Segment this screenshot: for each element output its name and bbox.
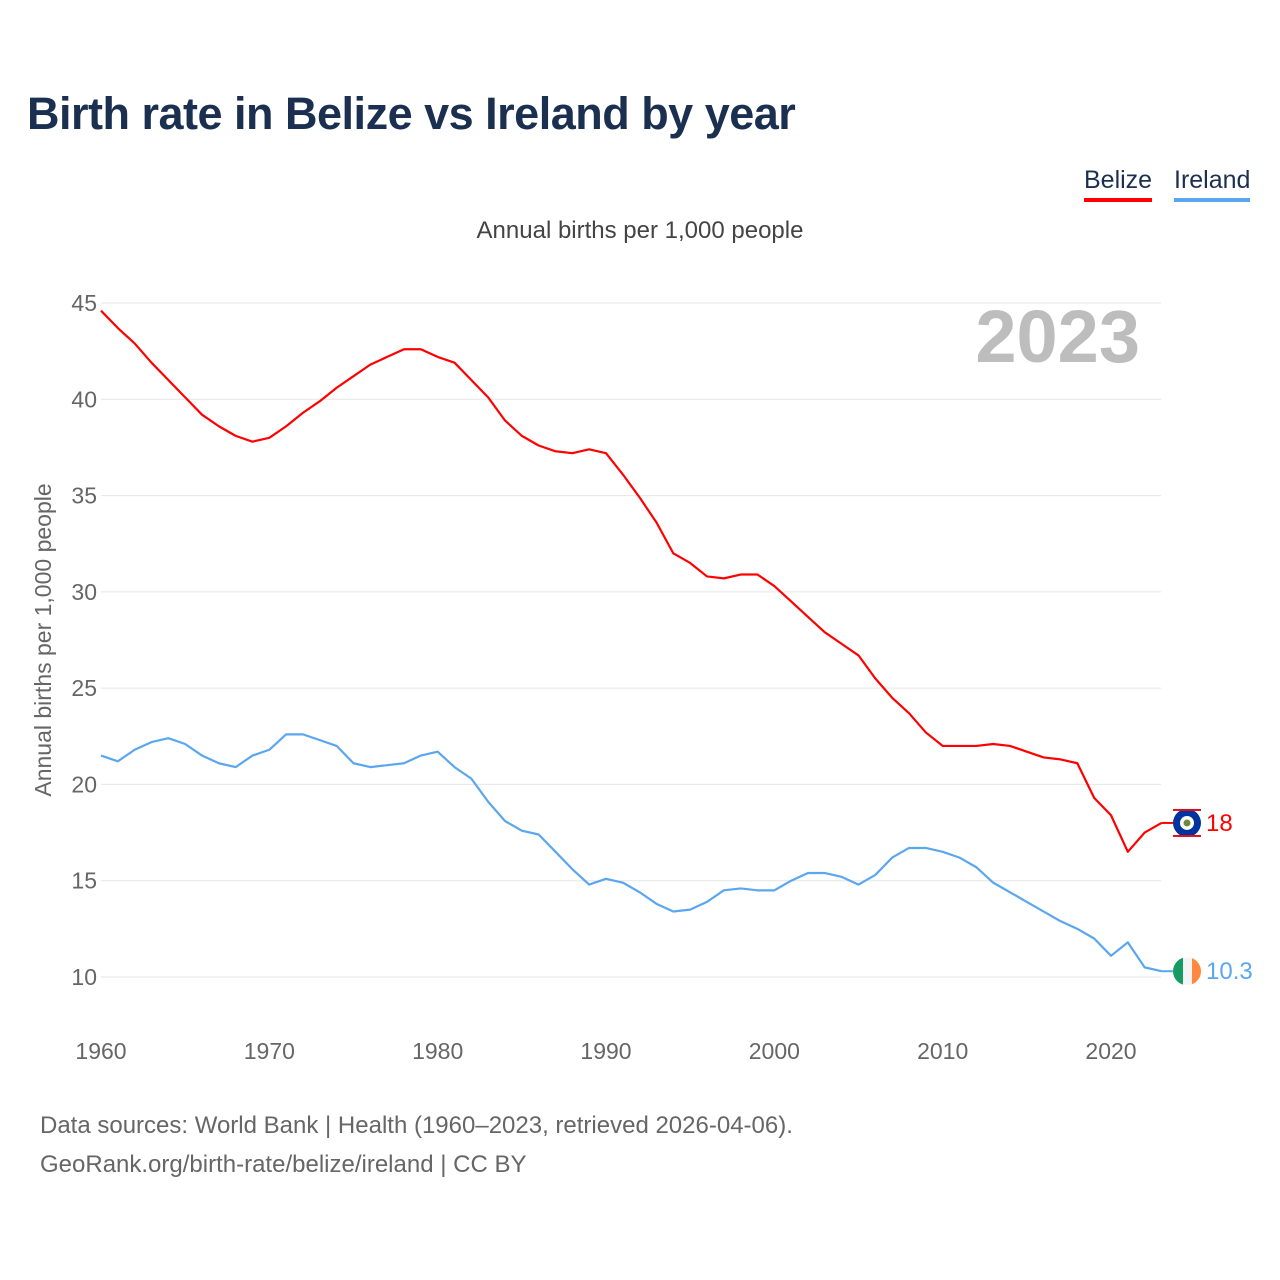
y-tick-label: 15 — [71, 868, 97, 894]
y-tick-label: 10 — [71, 964, 97, 990]
flag-green — [1173, 957, 1183, 986]
y-axis-label: Annual births per 1,000 people — [30, 483, 56, 796]
end-value-label: 18 — [1206, 810, 1233, 837]
y-tick-label: 45 — [71, 290, 97, 316]
footer-sources: Data sources: World Bank | Health (1960–… — [40, 1112, 793, 1139]
flag-orange — [1192, 957, 1201, 986]
y-tick-label: 35 — [71, 483, 97, 509]
x-tick-label: 2000 — [749, 1038, 800, 1064]
y-tick-label: 20 — [71, 771, 97, 797]
footer: Data sources: World Bank | Health (1960–… — [40, 1106, 793, 1184]
flag-stripe — [1173, 834, 1201, 837]
flag-body — [1173, 957, 1201, 986]
series-line-ireland — [100, 733, 1162, 973]
x-tick-label: 1980 — [412, 1038, 463, 1064]
chart-subtitle: Annual births per 1,000 people — [476, 217, 804, 244]
y-tick-label: 30 — [71, 579, 97, 605]
series-line-belize — [100, 309, 1163, 853]
chart-title: Birth rate in Belize vs Ireland by year — [27, 88, 796, 139]
x-tick-label: 1970 — [244, 1038, 295, 1064]
legend-ireland[interactable]: Ireland — [1174, 166, 1251, 202]
flag-emblem-center — [1183, 819, 1191, 827]
x-tick-label: 1960 — [75, 1038, 126, 1064]
x-tick-label: 2020 — [1085, 1038, 1136, 1064]
year-watermark: 2023 — [975, 295, 1140, 378]
flag-stripe — [1173, 808, 1201, 811]
x-tick-label: 2010 — [917, 1038, 968, 1064]
footer-link[interactable]: GeoRank.org/birth-rate/belize/ireland | … — [40, 1151, 527, 1178]
ireland-flag-icon — [1173, 957, 1201, 986]
x-tick-label: 1990 — [580, 1038, 631, 1064]
end-value-label: 10.3 — [1206, 958, 1253, 985]
y-tick-label: 40 — [71, 386, 97, 412]
flag-white — [1183, 957, 1192, 986]
legend-belize[interactable]: Belize — [1084, 166, 1153, 202]
y-tick-label: 25 — [71, 675, 97, 701]
belize-flag-icon — [1173, 808, 1201, 837]
